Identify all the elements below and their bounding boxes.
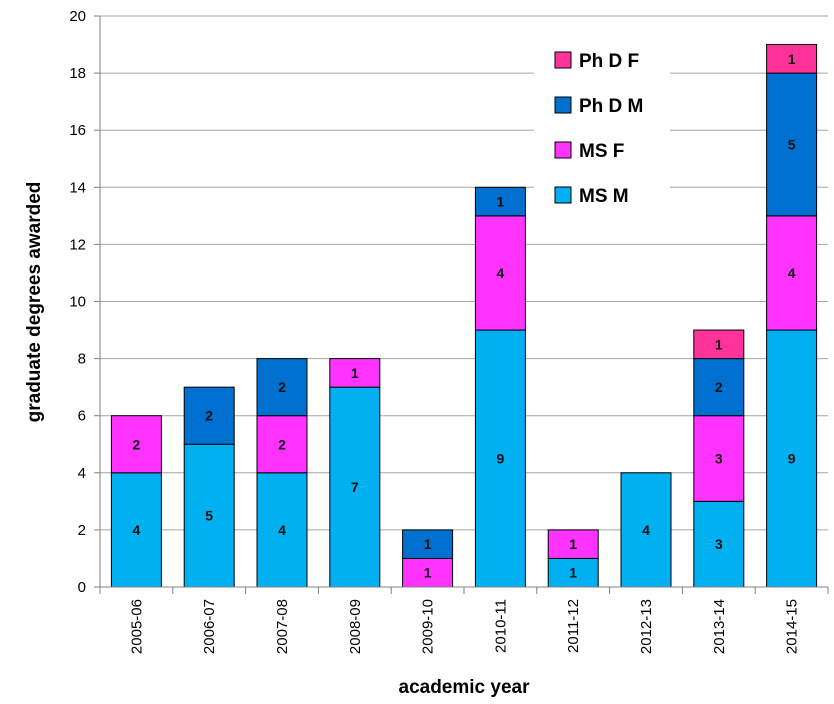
y-tick-label: 14 [69, 179, 86, 196]
x-tick-label: 2013-14 [711, 599, 728, 654]
y-tick-label: 16 [69, 122, 86, 139]
bar-segment [402, 529, 454, 559]
bar-segment [693, 358, 745, 417]
data-label: 4 [788, 265, 796, 281]
x-tick-label: 2007-08 [274, 599, 291, 654]
data-label: 3 [715, 451, 723, 467]
data-label: 1 [497, 194, 505, 210]
bar-segment [256, 415, 308, 474]
bar-segment [183, 386, 235, 445]
data-label: 1 [788, 51, 796, 67]
data-label: 4 [133, 522, 141, 538]
legend-swatch [554, 96, 572, 114]
legend-swatch [554, 51, 572, 69]
x-tick-label: 2005-06 [128, 599, 145, 654]
data-label: 2 [133, 436, 141, 452]
data-label: 4 [497, 265, 505, 281]
data-label: 5 [205, 508, 213, 524]
data-label: 2 [278, 436, 286, 452]
x-tick-label: 2012-13 [638, 599, 655, 654]
y-tick-label: 0 [78, 579, 86, 596]
x-tick-label: 2009-10 [420, 599, 437, 654]
data-label: 1 [715, 336, 723, 352]
bar-segment [693, 329, 745, 360]
x-tick-label: 2008-09 [347, 599, 364, 654]
x-tick-label: 2006-07 [201, 599, 218, 654]
y-tick-label: 8 [78, 351, 86, 368]
data-label: 2 [278, 379, 286, 395]
bars: 4 2 5 2 4 2 2 7 1 1 1 9 4 1 1 1 4 3 3 2 1 9 4 5 1 [110, 44, 818, 588]
y-tick-label: 6 [78, 408, 86, 425]
bar-segment [256, 358, 308, 417]
data-label: 1 [424, 565, 432, 581]
bar-segment [329, 386, 381, 588]
bar-segment [474, 215, 526, 331]
bar-segment [766, 215, 818, 331]
data-label: 5 [788, 136, 796, 152]
bar-segment [329, 358, 381, 388]
data-label: 3 [715, 536, 723, 552]
bar-segment [766, 44, 818, 74]
y-tick-label: 10 [69, 294, 86, 311]
bar-segment [547, 529, 599, 559]
y-tick-label: 12 [69, 236, 86, 253]
x-axis-title: academic year [399, 677, 531, 698]
data-label: 1 [424, 536, 432, 552]
bar-segment [256, 472, 308, 588]
legend: Ph D F Ph D M MS F MS M [534, 43, 670, 223]
data-label: 7 [351, 479, 359, 495]
legend-label: Ph D F [579, 51, 639, 72]
bar-segment [474, 329, 526, 588]
data-label: 4 [642, 522, 650, 538]
y-tick-label: 20 [69, 8, 86, 25]
data-label: 9 [497, 451, 505, 467]
data-label: 2 [715, 379, 723, 395]
bar-segment [402, 557, 454, 588]
legend-label: Ph D M [579, 96, 643, 117]
legend-label: MS M [579, 186, 629, 207]
x-tick-label: 2011-12 [565, 599, 582, 653]
legend-swatch [554, 186, 572, 204]
data-label: 9 [788, 451, 796, 467]
data-label: 1 [351, 365, 359, 381]
data-label: 4 [278, 522, 286, 538]
bar-segment [766, 329, 818, 588]
legend-swatch [554, 141, 572, 159]
y-tick-label: 2 [78, 522, 86, 539]
data-label: 1 [569, 565, 577, 581]
data-label: 2 [205, 408, 213, 424]
legend-label: MS F [579, 141, 624, 162]
y-tick-label: 4 [78, 465, 86, 482]
bar-segment [110, 415, 162, 474]
bar-segment [474, 186, 526, 217]
x-tick-label: 2014-15 [784, 599, 801, 654]
y-axis-title: graduate degrees awarded [24, 182, 45, 423]
x-tick-label: 2010-11 [492, 599, 509, 653]
y-tick-label: 18 [69, 65, 86, 82]
data-label: 1 [569, 536, 577, 552]
